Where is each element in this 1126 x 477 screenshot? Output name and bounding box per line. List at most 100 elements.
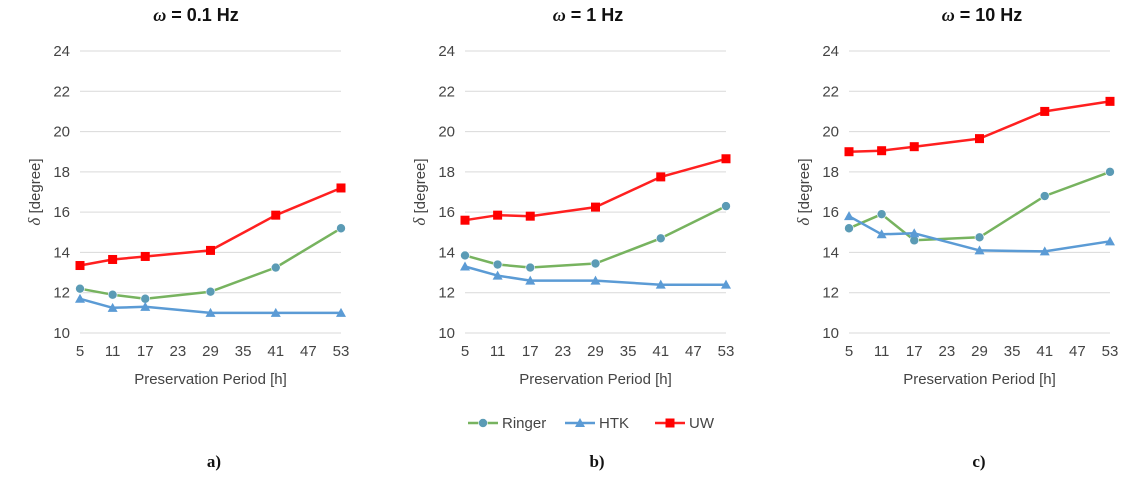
title-omega-symbol: ω [942, 5, 955, 25]
y-axis-delta-symbol: δ [410, 217, 429, 226]
x-tick-label: 17 [137, 343, 154, 360]
x-tick-label: 11 [874, 343, 890, 360]
data-point-uw [525, 211, 535, 221]
data-point-ringer [460, 250, 470, 261]
data-point-htk [492, 270, 503, 280]
x-tick-label: 47 [300, 343, 317, 360]
data-point-ringer [844, 223, 854, 234]
legend-entry-htk: HTK [565, 415, 629, 432]
x-tick-label: 47 [685, 343, 702, 360]
series-ringer [844, 167, 1115, 246]
data-point-uw [721, 154, 731, 164]
y-tick-label: 18 [438, 164, 455, 181]
y-tick-label: 12 [438, 285, 455, 302]
x-tick-label: 11 [490, 343, 506, 360]
data-point-uw [206, 245, 215, 255]
series-line-htk [79, 297, 341, 315]
x-tick-label: 53 [1102, 343, 1119, 360]
panel-caption: c) [972, 452, 985, 471]
y-axis-unit: [degree] [27, 158, 44, 217]
data-point-htk [974, 245, 985, 255]
title-frequency: = 1 Hz [566, 5, 624, 25]
x-tick-label: 5 [845, 343, 853, 360]
y-tick-label: 16 [822, 204, 839, 221]
data-point-htk [107, 302, 118, 312]
x-tick-label: 47 [1069, 343, 1086, 360]
y-tick-label: 10 [438, 325, 455, 342]
series-line-ringer [79, 227, 342, 301]
data-point-htk [844, 211, 854, 221]
y-tick-label: 16 [53, 204, 70, 221]
series-line-uw [848, 100, 1111, 153]
data-point-htk [909, 228, 920, 238]
series-htk [460, 261, 731, 289]
series-line-uw [464, 157, 727, 222]
y-axis-label: δ [degree] [410, 158, 429, 225]
legend-label: Ringer [502, 415, 546, 432]
series-line-htk [464, 265, 726, 286]
y-tick-label: 20 [53, 124, 70, 141]
x-tick-label: 5 [461, 343, 469, 360]
data-point-uw [336, 183, 346, 193]
title-frequency: = 10 Hz [955, 5, 1023, 25]
x-tick-label: 41 [1036, 343, 1053, 360]
data-point-ringer [205, 286, 216, 297]
panel-caption: a) [207, 452, 221, 471]
data-point-htk [655, 279, 666, 289]
x-axis-label: Preservation Period [h] [903, 371, 1056, 388]
data-point-ringer [590, 258, 601, 269]
x-tick-label: 35 [1004, 343, 1021, 360]
data-point-ringer [270, 262, 281, 273]
y-tick-label: 18 [822, 164, 839, 181]
data-point-htk [525, 275, 536, 285]
data-point-ringer [655, 233, 666, 244]
y-tick-label: 16 [438, 204, 455, 221]
y-tick-label: 20 [822, 124, 839, 141]
x-tick-label: 29 [971, 343, 988, 360]
series-ringer [460, 201, 731, 273]
data-point-uw [460, 215, 470, 225]
data-point-uw [975, 134, 984, 144]
data-point-uw [656, 172, 666, 182]
y-axis-label: δ [degree] [794, 158, 813, 225]
data-point-uw [493, 210, 503, 220]
x-tick-label: 41 [652, 343, 669, 360]
chart-panel-2: ω = 1 Hz 10 12 14 16 18 20 22 24 5 11 17 23 29 35 41 47 5… [410, 5, 734, 471]
y-tick-label: 18 [53, 164, 70, 181]
title-omega-symbol: ω [153, 5, 166, 25]
legend-marker [665, 418, 675, 428]
x-tick-label: 53 [333, 343, 350, 360]
chart-title: ω = 0.1 Hz [153, 5, 239, 25]
y-axis-delta-symbol: δ [25, 217, 44, 226]
data-point-htk [876, 229, 887, 239]
data-point-htk [336, 307, 346, 317]
x-tick-label: 29 [202, 343, 219, 360]
data-point-ringer [1039, 191, 1050, 201]
chart-title: ω = 1 Hz [553, 5, 624, 25]
series-line-uw [79, 186, 342, 267]
series-htk [844, 211, 1115, 256]
data-point-htk [1039, 246, 1050, 256]
data-point-htk [270, 307, 281, 317]
title-frequency: = 0.1 Hz [166, 5, 239, 25]
y-tick-label: 10 [53, 325, 70, 342]
legend: Ringer HTK UW [468, 415, 715, 432]
y-tick-label: 24 [53, 43, 70, 60]
data-point-uw [1040, 106, 1050, 116]
x-tick-label: 17 [906, 343, 923, 360]
x-axis-label: Preservation Period [h] [519, 371, 672, 388]
y-tick-label: 12 [822, 285, 839, 302]
y-tick-label: 10 [822, 325, 839, 342]
data-point-uw [1105, 96, 1115, 106]
data-point-ringer [525, 262, 536, 273]
legend-marker [478, 418, 488, 428]
data-point-uw [75, 261, 85, 271]
legend-entry-uw: UW [655, 415, 715, 432]
chart-panel-1: ω = 0.1 Hz 10 12 14 16 18 20 22 24 5 11 17 23 29 35 41 4… [25, 5, 349, 471]
x-axis-label: Preservation Period [h] [134, 371, 287, 388]
data-point-ringer [876, 209, 887, 219]
y-axis-unit: [degree] [412, 158, 429, 217]
data-point-htk [590, 275, 601, 285]
data-point-ringer [75, 283, 85, 294]
